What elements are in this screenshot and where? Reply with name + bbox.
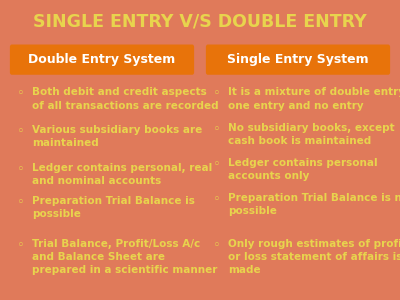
Text: Preparation Trial Balance is not
possible: Preparation Trial Balance is not possibl… xyxy=(228,193,400,216)
FancyBboxPatch shape xyxy=(206,44,390,75)
FancyBboxPatch shape xyxy=(10,44,194,75)
Text: ◦: ◦ xyxy=(214,123,221,136)
Text: ◦: ◦ xyxy=(18,87,25,101)
Text: Various subsidiary books are
maintained: Various subsidiary books are maintained xyxy=(32,125,203,148)
Text: Single Entry System: Single Entry System xyxy=(227,53,369,66)
Text: Both debit and credit aspects
of all transactions are recorded: Both debit and credit aspects of all tra… xyxy=(32,87,219,111)
Text: ◦: ◦ xyxy=(214,193,221,206)
Text: Double Entry System: Double Entry System xyxy=(28,53,176,66)
Text: Preparation Trial Balance is
possible: Preparation Trial Balance is possible xyxy=(32,196,195,219)
Text: ◦: ◦ xyxy=(18,238,25,252)
Text: No subsidiary books, except
cash book is maintained: No subsidiary books, except cash book is… xyxy=(228,123,395,146)
Text: Ledger contains personal, real
and nominal accounts: Ledger contains personal, real and nomin… xyxy=(32,163,213,186)
Text: ◦: ◦ xyxy=(18,163,25,176)
Text: ◦: ◦ xyxy=(214,158,221,171)
Text: Ledger contains personal
accounts only: Ledger contains personal accounts only xyxy=(228,158,378,181)
Text: ◦: ◦ xyxy=(214,87,221,101)
Text: It is a mixture of double entry,
one entry and no entry: It is a mixture of double entry, one ent… xyxy=(228,87,400,111)
Text: ◦: ◦ xyxy=(18,196,25,209)
Text: Only rough estimates of profit
or loss statement of affairs is
made: Only rough estimates of profit or loss s… xyxy=(228,238,400,275)
Text: Trial Balance, Profit/Loss A/c
and Balance Sheet are
prepared in a scientific ma: Trial Balance, Profit/Loss A/c and Balan… xyxy=(32,238,218,275)
Text: ◦: ◦ xyxy=(214,238,221,252)
Text: SINGLE ENTRY V/S DOUBLE ENTRY: SINGLE ENTRY V/S DOUBLE ENTRY xyxy=(33,12,367,30)
Text: ◦: ◦ xyxy=(18,125,25,138)
